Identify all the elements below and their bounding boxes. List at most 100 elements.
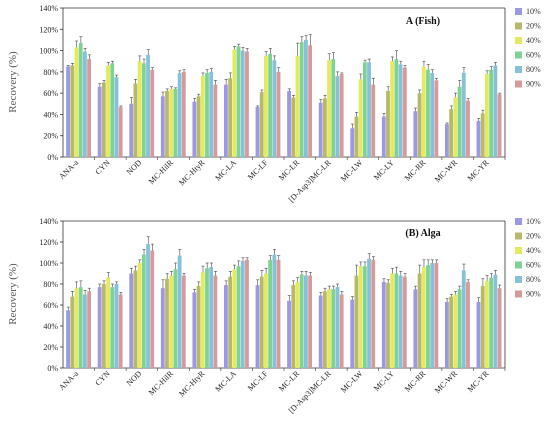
bar <box>485 73 489 157</box>
bar <box>169 275 174 368</box>
bar <box>259 92 264 157</box>
bar <box>327 289 331 368</box>
bar <box>114 284 119 368</box>
bar <box>322 291 327 368</box>
bar <box>78 287 83 368</box>
bar <box>480 113 485 157</box>
bar <box>295 55 300 158</box>
bar <box>335 287 340 368</box>
bar <box>497 94 502 157</box>
bar <box>485 280 489 368</box>
bar <box>173 88 178 157</box>
bar <box>497 288 502 368</box>
bar <box>137 61 142 157</box>
bar <box>476 301 481 368</box>
bar <box>367 258 371 368</box>
bar <box>106 277 110 368</box>
bar <box>213 275 218 368</box>
bar <box>66 66 70 157</box>
y-tick-label: 140% <box>39 4 58 13</box>
bar <box>287 300 291 368</box>
bar <box>146 54 150 158</box>
bar <box>480 286 485 368</box>
bar <box>434 263 439 368</box>
bar <box>268 53 273 158</box>
bar <box>70 296 75 368</box>
bar <box>421 267 426 368</box>
legend-swatch <box>515 218 522 225</box>
panel-title: A (Fish) <box>406 16 440 27</box>
bar <box>240 260 245 368</box>
bar <box>493 274 498 368</box>
legend-label: 20% <box>526 232 541 241</box>
bar <box>268 259 273 368</box>
y-tick-label: 120% <box>39 238 58 247</box>
bar <box>457 86 462 157</box>
bar <box>331 59 336 158</box>
bar <box>141 63 146 157</box>
bar <box>196 96 201 157</box>
legend-label: 90% <box>526 80 541 89</box>
bar <box>493 65 498 157</box>
bar <box>129 273 134 368</box>
legend-swatch <box>515 80 522 88</box>
y-tick-label: 140% <box>39 217 58 226</box>
bar <box>430 72 435 157</box>
bar <box>236 46 241 157</box>
bar <box>308 275 313 368</box>
bar <box>299 42 304 157</box>
bar <box>82 294 87 368</box>
legend-swatch <box>515 66 522 73</box>
bar <box>358 79 363 157</box>
bar <box>394 273 399 368</box>
bar <box>264 273 268 368</box>
bar <box>192 292 197 368</box>
bar <box>259 276 264 368</box>
bar <box>228 276 233 368</box>
bar <box>87 291 92 368</box>
bar <box>160 288 165 368</box>
legend-swatch <box>515 276 522 283</box>
legend-label: 40% <box>526 246 541 255</box>
legend-label: 60% <box>526 261 541 270</box>
bar <box>398 64 403 157</box>
bar <box>327 60 331 157</box>
bar <box>381 281 386 368</box>
bar <box>489 69 494 157</box>
bar <box>402 67 407 157</box>
bar <box>276 71 281 157</box>
bar <box>445 301 449 368</box>
bar <box>426 265 430 368</box>
legend-label: 10% <box>526 7 541 16</box>
y-tick-label: 20% <box>43 343 58 352</box>
y-tick-label: 80% <box>43 280 58 289</box>
bar <box>295 281 300 368</box>
y-axis-title: Recovery (%) <box>7 263 19 325</box>
bar <box>453 294 458 368</box>
legend-swatch <box>515 247 522 254</box>
bar <box>466 281 470 368</box>
legend-swatch <box>515 261 522 269</box>
bar <box>421 66 426 157</box>
bar <box>106 65 110 157</box>
bar <box>78 43 83 157</box>
y-tick-label: 0% <box>47 364 58 373</box>
bar <box>150 250 155 368</box>
chart-panel-alga: 0% 20% 40% 60% 80% 100% 120% 140% Recovery (%) (B… <box>7 217 541 415</box>
bar <box>303 39 308 157</box>
bar <box>339 294 344 368</box>
bar <box>426 69 430 157</box>
bar <box>66 310 70 368</box>
bar <box>129 103 134 157</box>
bar <box>453 97 458 157</box>
bar <box>489 277 494 368</box>
bar <box>213 84 218 157</box>
bar <box>449 296 454 368</box>
bar <box>354 116 359 157</box>
bar <box>291 97 296 157</box>
legend-swatch <box>515 8 522 15</box>
bar <box>200 76 205 157</box>
y-tick-label: 60% <box>43 89 58 98</box>
legend-label: 20% <box>526 22 541 31</box>
